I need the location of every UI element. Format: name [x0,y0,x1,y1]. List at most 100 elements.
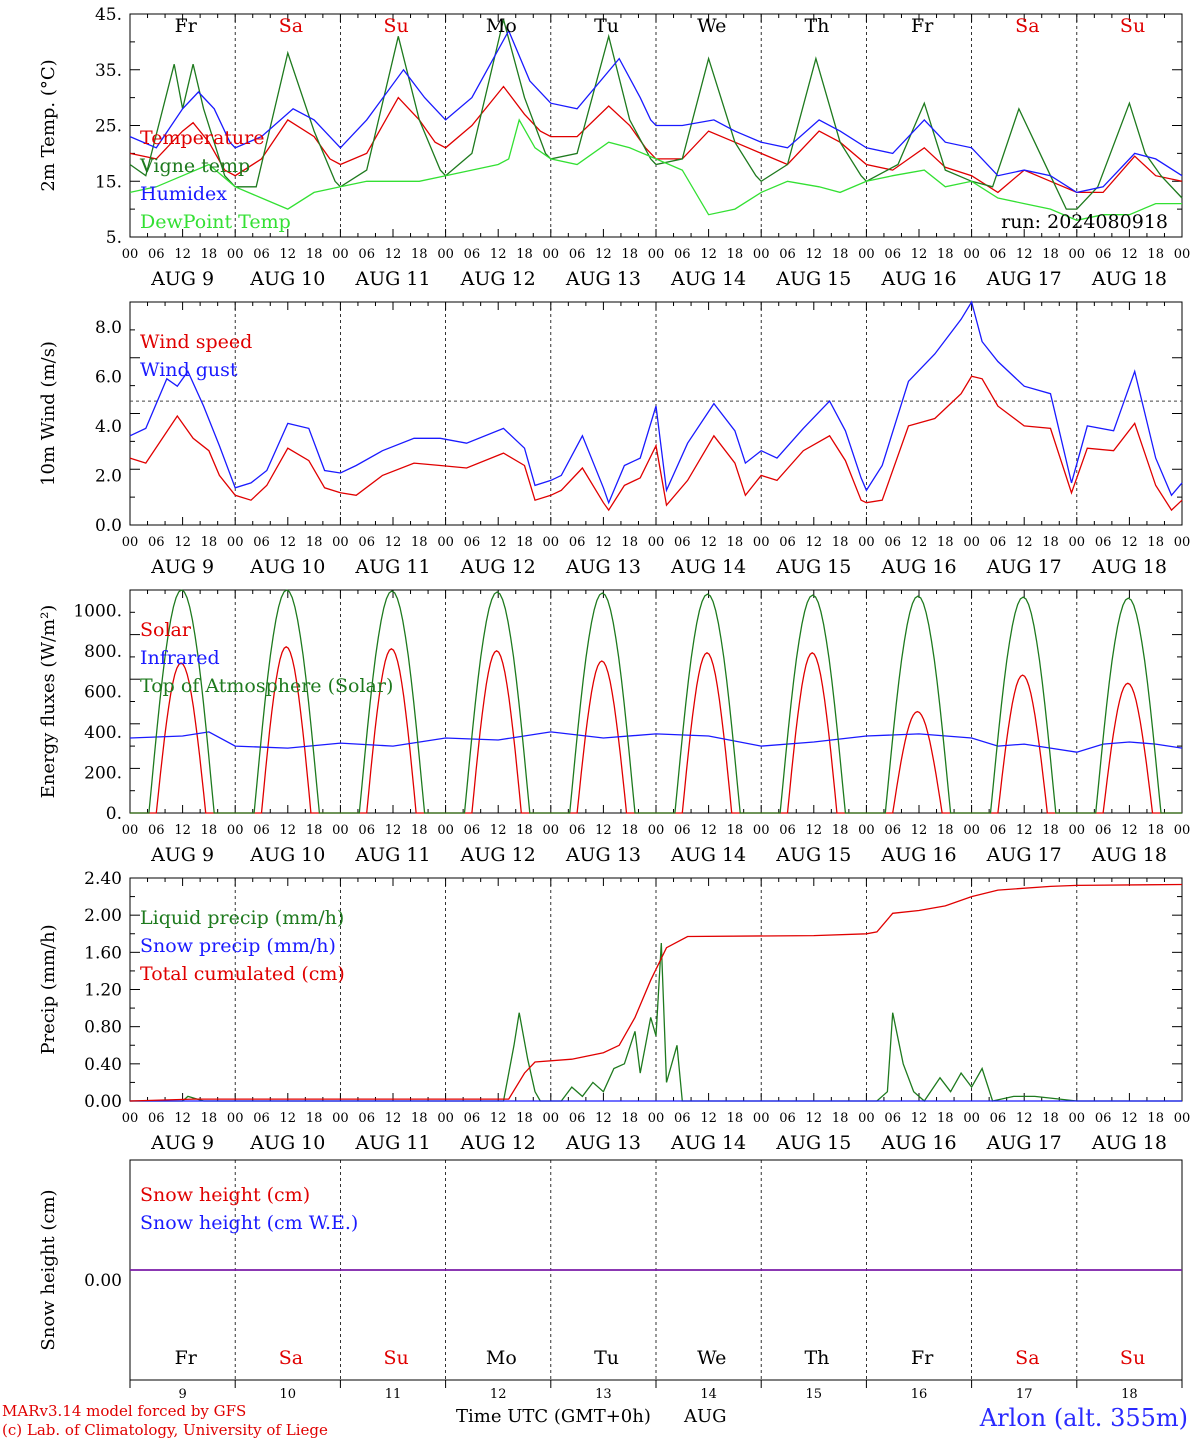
x-tick-label: 06 [148,1111,165,1126]
x-tick-label: 18 [832,1111,849,1126]
x-tick-label: 18 [1042,823,1059,838]
series-line [130,589,1182,814]
x-tick-label: 06 [253,823,270,838]
x-axis-title: Time UTC (GMT+0h) [456,1406,651,1427]
x-day-label: AUG 16 [880,268,956,290]
x-tick-label: 00 [648,1111,665,1126]
y-axis-label: Precip (mm/h) [38,924,59,1054]
x-tick-label: 12 [280,823,297,838]
day-number: 9 [178,1387,186,1402]
x-tick-label: 00 [753,1111,770,1126]
weekday-label: Mo [486,15,517,37]
x-day-label: AUG 18 [1091,268,1167,290]
x-day-label: AUG 9 [150,1132,214,1154]
x-day-label: AUG 16 [880,556,956,578]
x-day-label: AUG 10 [249,1132,325,1154]
x-day-label: AUG 14 [670,556,746,578]
panel-3: 00 06 12 18 00 06 12 18 00 06 12 18 00 06 12 18 00 06 12 18… [38,589,1190,866]
x-tick-label: 12 [911,823,928,838]
y-tick-label: 400. [84,723,122,743]
y-tick-label: 1.20 [84,981,122,1001]
x-tick-label: 18 [621,1111,638,1126]
x-tick-label: 06 [990,823,1007,838]
x-tick-label: 00 [227,535,244,550]
x-tick-label: 00 [963,535,980,550]
legend-entry: Solar [140,619,192,641]
x-day-label: AUG 17 [986,556,1062,578]
x-day-label: AUG 10 [249,556,325,578]
x-tick-label: 18 [832,247,849,262]
x-tick-label: 18 [832,823,849,838]
x-tick-label: 18 [1042,247,1059,262]
x-tick-label: 18 [937,823,954,838]
plot-frame [129,301,1183,526]
x-tick-label: 06 [779,535,796,550]
series-line [130,942,1182,1102]
weekday-label: Su [384,1347,409,1369]
x-tick-label: 12 [911,247,928,262]
x-tick-label: 12 [1016,1111,1033,1126]
x-day-label: AUG 18 [1091,844,1167,866]
legend-entry: Top of Atmosphere (Solar) [140,675,393,697]
day-number: 17 [1016,1387,1033,1402]
x-day-label: AUG 9 [150,268,214,290]
x-tick-label: 00 [332,1111,349,1126]
x-tick-label: 06 [674,247,691,262]
x-tick-label: 18 [516,1111,533,1126]
day-number: 15 [806,1387,823,1402]
x-tick-label: 06 [253,535,270,550]
x-tick-label: 12 [806,823,823,838]
x-day-label: AUG 15 [775,268,851,290]
panel-4: 00 06 12 18 00 06 12 18 00 06 12 18 00 06 12 18 00 06 12 18… [38,869,1190,1154]
y-tick-label: 8.0 [95,318,122,338]
x-tick-label: 18 [411,535,428,550]
x-day-label: AUG 11 [354,556,430,578]
x-tick-label: 06 [779,1111,796,1126]
y-tick-label: 15. [95,172,122,192]
x-tick-label: 18 [201,535,218,550]
x-tick-label: 06 [253,1111,270,1126]
x-tick-label: 12 [1121,823,1138,838]
x-tick-label: 06 [1095,823,1112,838]
y-tick-label: 0.80 [84,1018,122,1038]
x-tick-label: 06 [674,1111,691,1126]
legend-entry: Snow height (cm) [140,1184,310,1206]
x-tick-label: 00 [1174,247,1191,262]
x-tick-label: 18 [621,535,638,550]
x-tick-label: 12 [385,1111,402,1126]
x-day-label: AUG 16 [880,844,956,866]
series-line [129,731,1183,753]
x-tick-label: 18 [727,247,744,262]
x-axis-month: AUG [684,1406,727,1427]
weekday-label: We [697,1347,726,1369]
x-tick-label: 00 [543,247,560,262]
panel-2: 00 06 12 18 00 06 12 18 00 06 12 18 00 06 12 18 00 06 12 18… [38,300,1190,578]
y-tick-label: 600. [84,682,122,702]
x-tick-label: 12 [1016,535,1033,550]
x-tick-label: 12 [1121,247,1138,262]
x-day-label: AUG 14 [670,1132,746,1154]
x-tick-label: 12 [280,1111,297,1126]
x-day-label: AUG 12 [460,844,536,866]
weekday-label: Fr [175,1347,198,1369]
x-day-label: AUG 17 [986,268,1062,290]
x-tick-label: 12 [490,823,507,838]
x-tick-label: 06 [1095,535,1112,550]
x-tick-label: 00 [227,823,244,838]
y-tick-label: 0.00 [84,1092,122,1112]
day-number: 11 [385,1387,402,1402]
x-tick-label: 12 [385,823,402,838]
x-tick-label: 12 [1121,1111,1138,1126]
weekday-label: Fr [911,1347,934,1369]
x-tick-label: 12 [174,535,191,550]
x-tick-label: 12 [385,247,402,262]
weekday-label: Sa [1015,1347,1039,1369]
model-credit: MARv3.14 model forced by GFS [2,1402,247,1420]
day-number: 18 [1121,1387,1138,1402]
legend-entry: Temperature [140,127,264,149]
x-tick-label: 12 [174,1111,191,1126]
x-tick-label: 00 [1069,535,1086,550]
x-tick-label: 06 [148,535,165,550]
x-tick-label: 06 [1095,1111,1112,1126]
